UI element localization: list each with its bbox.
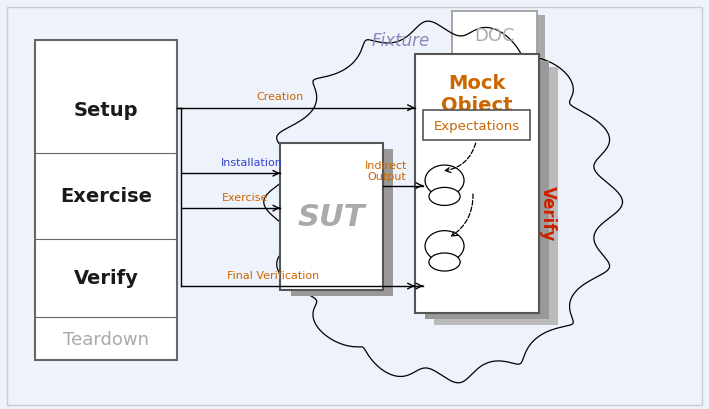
Text: Verify: Verify	[539, 185, 557, 240]
Ellipse shape	[425, 166, 464, 196]
Text: Creation: Creation	[257, 92, 303, 102]
FancyBboxPatch shape	[415, 55, 539, 313]
Text: Exercise: Exercise	[221, 193, 268, 202]
Text: Setup: Setup	[74, 101, 138, 120]
FancyBboxPatch shape	[425, 61, 549, 319]
Circle shape	[429, 253, 460, 272]
FancyBboxPatch shape	[35, 41, 177, 360]
Text: Indirect
Output: Indirect Output	[365, 160, 408, 182]
FancyBboxPatch shape	[280, 143, 383, 290]
FancyBboxPatch shape	[452, 12, 537, 59]
Text: Final Verification: Final Verification	[227, 270, 319, 280]
Text: Fixture: Fixture	[372, 32, 430, 50]
Text: Exercise: Exercise	[60, 187, 152, 206]
Text: Mock
Object: Mock Object	[441, 74, 512, 115]
FancyBboxPatch shape	[423, 110, 530, 141]
FancyBboxPatch shape	[459, 16, 545, 63]
Text: DOC: DOC	[474, 27, 515, 45]
Ellipse shape	[425, 231, 464, 262]
Text: SUT: SUT	[297, 202, 365, 231]
Text: Teardown: Teardown	[63, 330, 150, 348]
Text: Verify: Verify	[74, 269, 139, 288]
Text: Expectations: Expectations	[433, 119, 520, 133]
Text: Installation: Installation	[220, 158, 283, 168]
FancyBboxPatch shape	[434, 67, 558, 325]
Circle shape	[429, 188, 460, 206]
FancyBboxPatch shape	[291, 149, 393, 297]
